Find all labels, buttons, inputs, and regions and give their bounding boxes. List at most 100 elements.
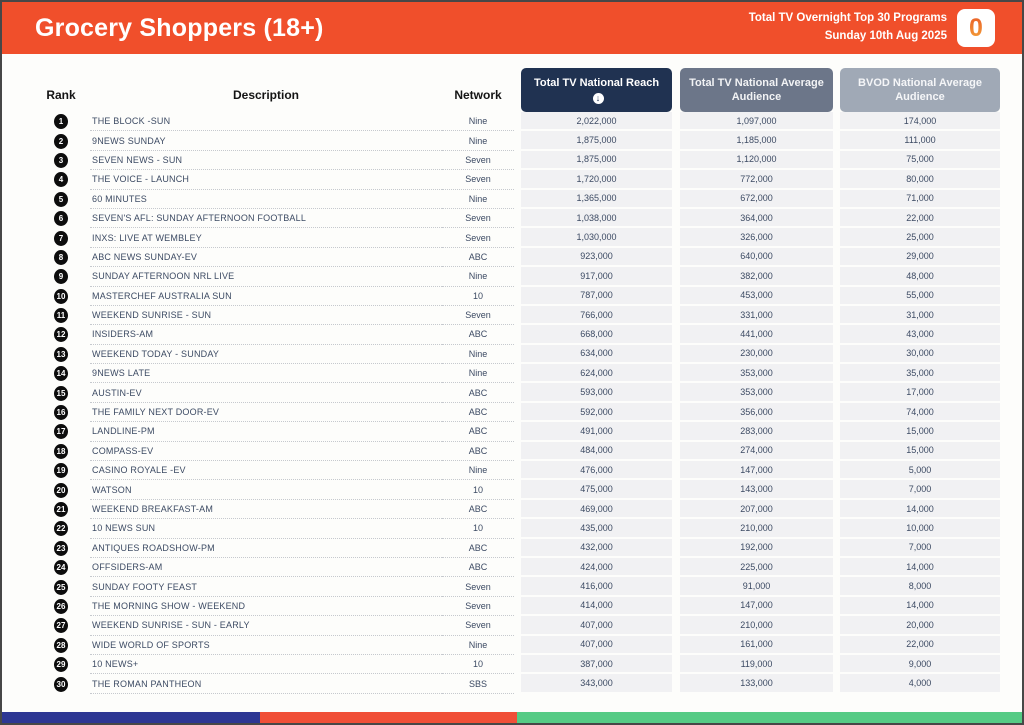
column-header-total-tv-reach[interactable]: Total TV National Reach↓ [521, 68, 672, 112]
table-row: 28 WIDE WORLD OF SPORTS Nine 407,000 161… [32, 635, 1022, 655]
rank-cell: 22 [32, 519, 90, 538]
rank-badge: 20 [54, 482, 68, 498]
rank-badge: 5 [54, 191, 68, 207]
bvod-average-audience-cell: 30,000 [840, 344, 1000, 365]
program-description: SEVEN NEWS - SUN [90, 151, 442, 171]
total-tv-reach-cell: 917,000 [521, 267, 672, 287]
rank-cell: 29 [32, 655, 90, 674]
rank-badge: 30 [54, 676, 68, 692]
total-tv-reach-cell: 414,000 [521, 596, 672, 617]
program-description: INSIDERS-AM [90, 325, 442, 345]
bvod-average-audience-cell: 14,000 [840, 499, 1000, 520]
program-description: WEEKEND TODAY - SUNDAY [90, 345, 442, 365]
rank-badge: 21 [54, 502, 68, 517]
total-tv-average-audience-cell: 353,000 [680, 383, 833, 403]
column-header-bvod-average-audience[interactable]: BVOD National Average Audience [840, 68, 1000, 112]
bvod-average-audience-cell: 15,000 [840, 441, 1000, 462]
rank-cell: 8 [32, 248, 90, 267]
program-description: MASTERCHEF AUSTRALIA SUN [90, 287, 442, 306]
rank-badge: 3 [54, 152, 68, 168]
sort-descending-icon[interactable]: ↓ [592, 92, 604, 104]
table-row: 25 SUNDAY FOOTY FEAST Seven 416,000 91,0… [32, 577, 1022, 597]
table-row: 17 LANDLINE-PM ABC 491,000 283,000 15,00… [32, 422, 1022, 442]
network-cell: Seven [442, 170, 514, 190]
rank-badge: 4 [54, 172, 68, 188]
network-cell: ABC [442, 325, 514, 345]
program-description: WATSON [90, 480, 442, 500]
network-cell: Seven [442, 577, 514, 597]
column-header-description: Description [232, 88, 299, 102]
rank-cell: 4 [32, 170, 90, 189]
network-cell: ABC [442, 403, 514, 423]
table-row: 22 10 NEWS SUN 10 435,000 210,000 10,000 [32, 519, 1022, 539]
bvod-average-audience-cell: 71,000 [840, 189, 1000, 209]
total-tv-average-audience-cell: 1,120,000 [680, 150, 833, 171]
total-tv-average-audience-cell: 143,000 [680, 480, 833, 500]
program-description: SEVEN'S AFL: SUNDAY AFTERNOON FOOTBALL [90, 209, 442, 229]
program-description: COMPASS-EV [90, 442, 442, 462]
table-row: 7 INXS: LIVE AT WEMBLEY Seven 1,030,000 … [32, 228, 1022, 248]
bvod-average-audience-cell: 43,000 [840, 325, 1000, 345]
footer-stripe [2, 712, 1022, 723]
rank-badge: 13 [54, 346, 68, 362]
total-tv-average-audience-cell: 274,000 [680, 441, 833, 462]
bvod-average-audience-cell: 9,000 [840, 654, 1000, 675]
total-tv-average-audience-cell: 283,000 [680, 422, 833, 442]
column-gap [672, 66, 680, 112]
rank-badge: 10 [54, 288, 68, 304]
network-cell: Seven [442, 228, 514, 248]
program-description: LANDLINE-PM [90, 422, 442, 442]
program-description: WIDE WORLD OF SPORTS [90, 636, 442, 655]
program-description: OFFSIDERS-AM [90, 558, 442, 578]
table-row: 14 9NEWS LATE Nine 624,000 353,000 35,00… [32, 364, 1022, 384]
oztam-logo-glyph: 0 [969, 13, 983, 42]
rank-badge: 9 [54, 269, 68, 285]
network-cell: Nine [442, 364, 514, 384]
total-tv-reach-cell: 407,000 [521, 616, 672, 636]
table-row: 4 THE VOICE - LAUNCH Seven 1,720,000 772… [32, 170, 1022, 190]
table-row: 18 COMPASS-EV ABC 484,000 274,000 15,000 [32, 441, 1022, 462]
rank-badge: 15 [54, 385, 68, 401]
table-row: 19 CASINO ROYALE -EV Nine 476,000 147,00… [32, 461, 1022, 481]
table-row: 27 WEEKEND SUNRISE - SUN - EARLY Seven 4… [32, 616, 1022, 636]
program-description: ABC NEWS SUNDAY-EV [90, 248, 442, 268]
table-row: 26 THE MORNING SHOW - WEEKEND Seven 414,… [32, 596, 1022, 617]
network-cell: Seven [442, 597, 514, 617]
network-cell: ABC [442, 383, 514, 403]
table-row: 24 OFFSIDERS-AM ABC 424,000 225,000 14,0… [32, 557, 1022, 578]
total-tv-average-audience-cell: 326,000 [680, 228, 833, 248]
total-tv-reach-cell: 668,000 [521, 325, 672, 345]
rank-badge: 16 [54, 405, 68, 421]
network-cell: ABC [442, 558, 514, 578]
program-description: 9NEWS SUNDAY [90, 131, 442, 151]
network-cell: Seven [442, 151, 514, 171]
rank-badge: 18 [54, 443, 68, 459]
bvod-average-audience-cell: 17,000 [840, 383, 1000, 403]
total-tv-average-audience-cell: 356,000 [680, 402, 833, 423]
rank-cell: 18 [32, 442, 90, 461]
column-gap [514, 66, 521, 112]
total-tv-average-audience-cell: 353,000 [680, 364, 833, 384]
rank-badge: 1 [54, 114, 68, 130]
rank-cell: 5 [32, 190, 90, 209]
total-tv-reach-cell: 1,030,000 [521, 228, 672, 248]
total-tv-average-audience-cell: 672,000 [680, 189, 833, 209]
rank-cell: 15 [32, 383, 90, 402]
program-description: AUSTIN-EV [90, 383, 442, 403]
rank-badge: 23 [54, 540, 68, 556]
total-tv-average-audience-cell: 147,000 [680, 596, 833, 617]
total-tv-average-audience-cell: 133,000 [680, 674, 833, 694]
network-cell: 10 [442, 287, 514, 306]
total-tv-reach-cell: 432,000 [521, 538, 672, 558]
total-tv-average-audience-cell: 453,000 [680, 286, 833, 306]
rank-badge: 6 [54, 211, 68, 227]
total-tv-reach-cell: 484,000 [521, 441, 672, 462]
rank-badge: 22 [54, 521, 68, 537]
column-header-total-tv-average-audience[interactable]: Total TV National Average Audience [680, 68, 833, 112]
rank-cell: 11 [32, 306, 90, 325]
network-cell: ABC [442, 500, 514, 520]
program-description: 10 NEWS SUN [90, 519, 442, 539]
program-description: SUNDAY FOOTY FEAST [90, 577, 442, 597]
rank-badge: 11 [54, 308, 68, 324]
